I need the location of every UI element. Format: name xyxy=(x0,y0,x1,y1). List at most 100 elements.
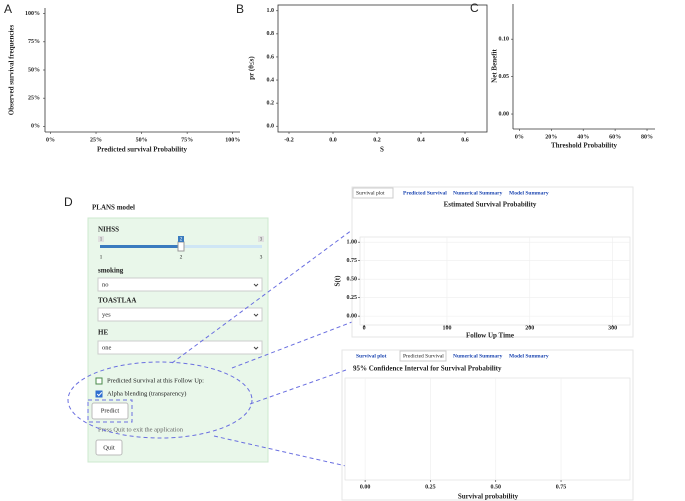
x-tick-label: 0.75 xyxy=(556,484,567,490)
y-axis-label: Observed survival frequencies xyxy=(8,24,16,115)
y-tick-label: 75% xyxy=(28,39,40,45)
slider-tick: 1 xyxy=(100,254,103,260)
y-tick-label: 100% xyxy=(25,11,40,17)
x-tick-label: 0.4 xyxy=(417,137,425,143)
tab[interactable]: Predicted Survival xyxy=(403,190,447,196)
x-tick-label: 0.25 xyxy=(425,484,436,490)
app-title: PLANS model xyxy=(92,204,135,212)
x-axis-label: S xyxy=(380,146,384,154)
panel-label: C xyxy=(470,1,479,15)
panel-frame xyxy=(341,349,634,501)
y-tick-label: 25% xyxy=(28,96,40,102)
slider-min-bg xyxy=(98,236,104,242)
chart: 0.00 0.25 0.50 0.75 Survival probability 95% … xyxy=(344,365,631,501)
y-axis-label: pr (θ≤s) xyxy=(248,56,256,80)
chart: 0% 25% 50% 75% 100% 0% 25% 50% 75% 100% Predicted … xyxy=(8,8,240,154)
check xyxy=(96,392,103,397)
chart-title: 95% Confidence Interval for Survival Pro… xyxy=(353,365,502,373)
select-value: yes xyxy=(102,311,111,318)
tab[interactable]: Survival plot xyxy=(356,190,385,196)
slider-tick: 2 xyxy=(180,254,183,260)
y-tick-label: 50% xyxy=(28,67,40,73)
slider-max: 3 xyxy=(260,238,263,243)
checkbox[interactable] xyxy=(95,390,103,398)
x-tick-label: 0.50 xyxy=(490,484,501,490)
sidebar xyxy=(87,217,269,463)
y-axis-label: Net Benefit xyxy=(491,49,499,83)
quit-button[interactable] xyxy=(95,439,123,456)
y-tick-label: 0.05 xyxy=(499,74,510,80)
select-value: one xyxy=(102,344,112,351)
select[interactable] xyxy=(97,340,263,355)
y-tick-label: 0.4 xyxy=(267,77,275,83)
connector xyxy=(213,435,347,467)
chart: -0.2 0.0 0.2 0.4 0.6 0.0 0.2 0.4 0.6 0.8 1.0 Spr (θ… xyxy=(248,4,488,154)
y-tick-label: 0.10 xyxy=(499,37,510,43)
slider[interactable]: 1 2 3 1 2 3 xyxy=(98,236,264,260)
x-tick-label: 0.00 xyxy=(360,484,371,490)
connector xyxy=(171,229,353,364)
highlight-box xyxy=(87,399,133,423)
slider-handle[interactable] xyxy=(177,241,185,252)
note: Press Quit to exit the application xyxy=(98,426,184,433)
panel-label: A xyxy=(4,2,12,16)
x-tick-label: 100 xyxy=(442,325,451,331)
x-tick-label: 200 xyxy=(525,325,534,331)
select-label: HE xyxy=(98,329,108,337)
select-label: smoking xyxy=(98,267,124,275)
highlight-ellipse xyxy=(67,361,253,439)
x-tick-label: 25% xyxy=(90,137,102,143)
x-tick-label: 75% xyxy=(181,137,193,143)
tab-active xyxy=(352,187,394,199)
slider-value-bg xyxy=(178,236,184,242)
x-tick-label: 300 xyxy=(608,325,617,331)
select[interactable] xyxy=(97,307,263,322)
y-tick-label: 0.2 xyxy=(267,101,275,107)
x-tick-label: 100% xyxy=(225,137,240,143)
panel-label: B xyxy=(236,2,244,16)
y-tick-label: 0.0 xyxy=(267,124,275,130)
plot-frame xyxy=(344,377,631,481)
checkbox[interactable] xyxy=(95,377,103,385)
y-tick-label: 0.50 xyxy=(347,277,358,283)
tab[interactable]: Model Summary xyxy=(509,190,549,196)
connector xyxy=(249,369,347,405)
select-value: no xyxy=(102,281,109,288)
tabs: Survival plot Predicted Survival Numerical… xyxy=(352,187,549,362)
y-tick-label: 0.6 xyxy=(267,54,275,60)
slider-value: 2 xyxy=(180,238,183,243)
chart: 0% 20% 40% 60% 80% 0.00 0.05 0.10 Threshold Prob… xyxy=(491,4,655,150)
tab[interactable]: Predicted Survival xyxy=(403,353,444,359)
y-tick-label: 0.00 xyxy=(499,111,510,117)
chart: 0 100 200 300 0.00 0.25 0.50 0.75 1.00 Follow Up … xyxy=(334,201,631,340)
tab[interactable]: Survival plot xyxy=(356,353,387,359)
predict-button[interactable] xyxy=(91,402,129,420)
x-tick-label: 80% xyxy=(641,134,653,140)
button-text: Quit xyxy=(103,444,115,451)
y-tick-label: 1.0 xyxy=(267,8,275,14)
x-tick-label: 0.6 xyxy=(461,137,469,143)
x-tick-label: 60% xyxy=(609,134,621,140)
x-tick-label: 0.0 xyxy=(329,137,337,143)
tab[interactable]: Model Summary xyxy=(509,353,549,359)
y-tick-label: 0% xyxy=(31,124,40,130)
button-text: Predict xyxy=(101,407,120,414)
plot-frame xyxy=(359,236,631,326)
tab[interactable]: Numerical Summary xyxy=(453,353,503,359)
y-tick-label: 0.00 xyxy=(347,314,358,320)
slider-max-bg xyxy=(258,236,264,242)
plot-frame xyxy=(277,4,488,133)
y-tick-label: 0.8 xyxy=(267,31,275,37)
slider-label: NIHSS xyxy=(98,226,119,234)
tab[interactable]: Numerical Summary xyxy=(453,190,503,196)
select-label: TOASTLAA xyxy=(98,297,136,305)
chart-title: Estimated Survival Probability xyxy=(444,201,537,209)
tab-active xyxy=(399,350,447,362)
y-tick-label: 0.75 xyxy=(347,258,358,264)
x-tick-label: 0% xyxy=(515,134,524,140)
slider-min: 1 xyxy=(100,238,103,243)
x-tick-label: 0% xyxy=(46,137,55,143)
panel-label: D xyxy=(64,195,73,209)
select[interactable] xyxy=(97,277,263,292)
